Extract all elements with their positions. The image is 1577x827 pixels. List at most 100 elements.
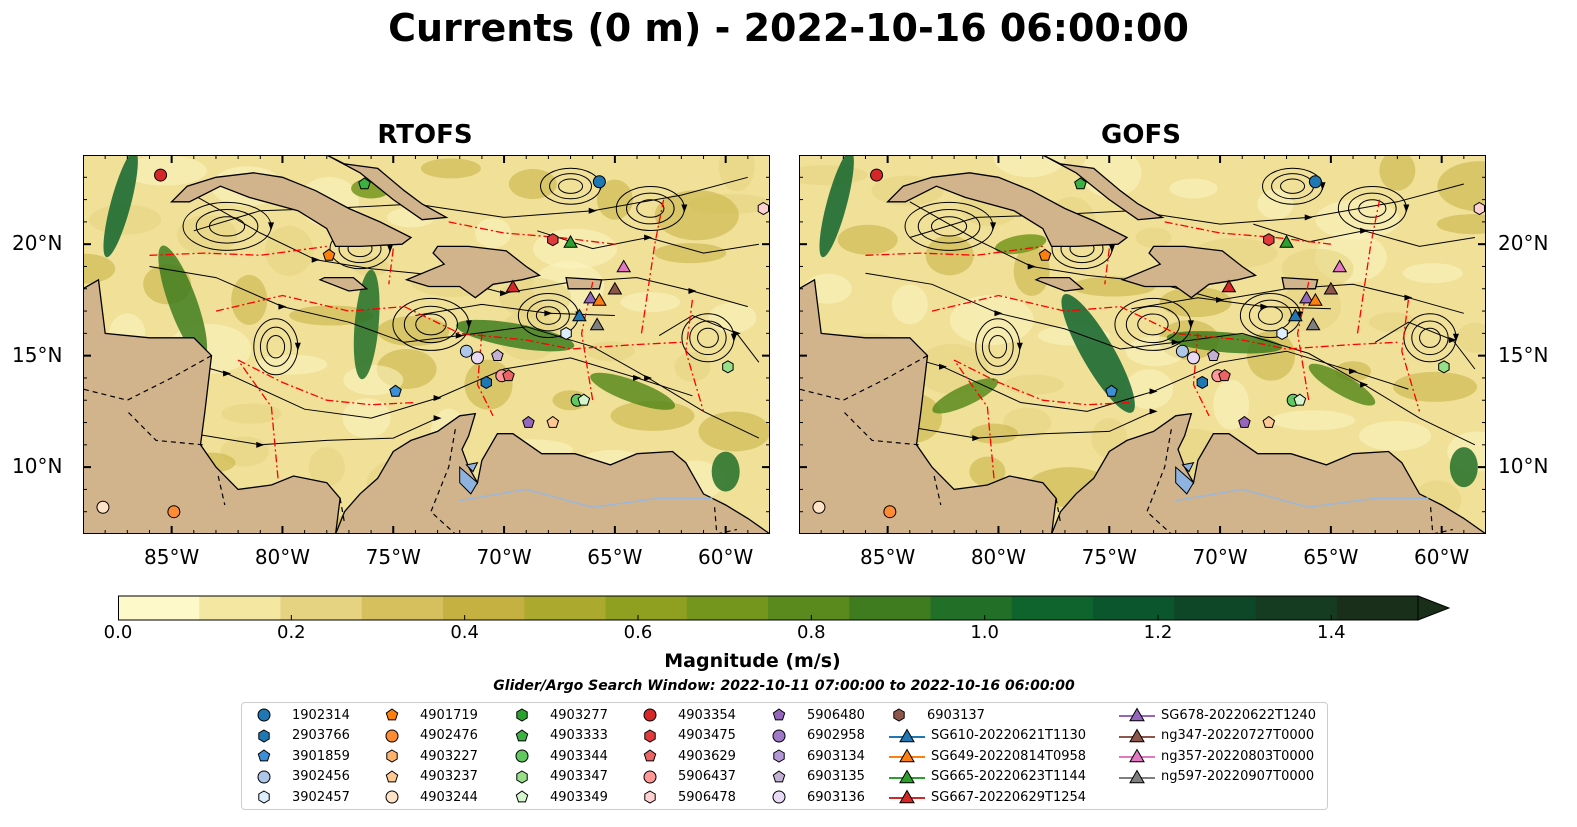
search-window-caption: Glider/Argo Search Window: 2022-10-11 07… bbox=[493, 678, 1075, 694]
legend-label: 4903237 bbox=[420, 769, 478, 784]
legend-marker-hexagon-icon bbox=[258, 728, 270, 743]
legend-label: 6903137 bbox=[927, 707, 985, 723]
legend-label: 4903349 bbox=[550, 789, 608, 805]
map-marker-3902457 bbox=[560, 326, 572, 340]
colorbar-tick-label: 0.4 bbox=[450, 622, 479, 643]
legend-marker-pentagon-icon bbox=[515, 790, 529, 803]
colorbar-segment bbox=[605, 596, 688, 620]
map-marker-3902456 bbox=[459, 344, 473, 358]
legend-marker-circle-icon bbox=[385, 790, 399, 804]
legend-item: 3901859 bbox=[254, 746, 350, 766]
lon-label: 65°W bbox=[587, 545, 643, 569]
map-marker-ng597-20220907T0000 bbox=[589, 317, 605, 331]
legend-item: 5906437 bbox=[640, 767, 736, 787]
legend-marker-circle-icon bbox=[643, 708, 657, 722]
legend-label: 4903354 bbox=[678, 707, 736, 723]
map-marker-4902476 bbox=[167, 505, 181, 519]
legend-item: 4903237 bbox=[382, 767, 478, 787]
legend-item: 3902457 bbox=[254, 787, 350, 807]
legend-marker-triangle-icon bbox=[1129, 768, 1145, 783]
colorbar-tick-label: 0.6 bbox=[623, 622, 653, 643]
legend-item: 4903475 bbox=[640, 726, 736, 746]
legend-label: 4903227 bbox=[420, 748, 478, 764]
legend-item: SG667-20220629T1254 bbox=[889, 787, 1086, 807]
map-marker-4903347 bbox=[722, 360, 734, 374]
colorbar-tick-label: 0.8 bbox=[797, 622, 826, 643]
legend-label: 5906437 bbox=[678, 769, 736, 784]
map-marker-4903333 bbox=[358, 177, 371, 190]
legend-marker-pentagon-icon bbox=[385, 708, 399, 721]
map-marker-SG665-20220623T1144 bbox=[563, 234, 578, 248]
legend: 1902314 2903766 3901859 3902456 3902457 49017… bbox=[241, 702, 1328, 810]
legend-marker-hexagon-icon bbox=[258, 790, 270, 804]
map-marker-ng347-20220727T0000 bbox=[1323, 281, 1339, 295]
legend-item: 2903766 bbox=[254, 726, 350, 746]
legend-item: SG610-20220621T1130 bbox=[889, 726, 1086, 746]
map-marker-ng357-20220803T0000 bbox=[1332, 259, 1348, 273]
map-marker-4903333 bbox=[1074, 177, 1087, 190]
legend-label: ng347-20220727T0000 bbox=[1161, 728, 1315, 743]
lon-label: 60°W bbox=[698, 545, 754, 569]
legend-marker-circle-icon bbox=[385, 729, 399, 742]
map-marker-SG665-20220623T1144 bbox=[1279, 234, 1294, 248]
colorbar-segment bbox=[443, 596, 525, 620]
colorbar bbox=[118, 595, 1450, 621]
legend-item: 6902958 bbox=[769, 726, 865, 746]
legend-label: 6902958 bbox=[807, 728, 865, 743]
lat-label-right: 20°N bbox=[1498, 231, 1549, 256]
legend-marker-hexagon-icon bbox=[644, 790, 656, 804]
legend-item: ng357-20220803T0000 bbox=[1119, 746, 1314, 766]
legend-label: SG665-20220623T1144 bbox=[931, 769, 1087, 784]
legend-label: SG667-20220629T1254 bbox=[931, 789, 1087, 805]
legend-item: 3902456 bbox=[254, 767, 350, 787]
legend-item: 4903344 bbox=[512, 746, 608, 766]
map-marker-1902314 bbox=[592, 175, 606, 189]
legend-item: 6903135 bbox=[769, 767, 865, 787]
legend-label: 4903244 bbox=[420, 789, 478, 805]
legend-label: 3901859 bbox=[292, 748, 350, 764]
lon-label: 70°W bbox=[476, 545, 532, 569]
map-marker-4903237 bbox=[1262, 415, 1276, 428]
legend-label: 4902476 bbox=[420, 728, 478, 743]
legend-label: SG678-20220622T1240 bbox=[1161, 707, 1317, 723]
colorbar-segment bbox=[849, 596, 931, 620]
lat-label-right: 10°N bbox=[1498, 454, 1549, 479]
legend-item: 4903629 bbox=[640, 746, 736, 766]
lon-label: 70°W bbox=[1192, 545, 1248, 569]
map-marker-SG649-20220814T0958 bbox=[1308, 292, 1323, 306]
legend-label: 4903475 bbox=[678, 728, 736, 743]
legend-marker-triangle-icon bbox=[899, 748, 915, 763]
map-marker-4903347 bbox=[1438, 360, 1450, 374]
map-marker-6903136 bbox=[470, 351, 484, 365]
map-marker-4901719 bbox=[1038, 248, 1052, 261]
legend-item: 5906478 bbox=[640, 787, 736, 807]
legend-label: 2903766 bbox=[292, 728, 350, 743]
map-marker-4903629 bbox=[1218, 369, 1231, 382]
colorbar-tick-label: 0.2 bbox=[277, 622, 306, 643]
legend-item: 4903347 bbox=[512, 767, 608, 787]
legend-item: ng347-20220727T0000 bbox=[1119, 726, 1314, 746]
colorbar-segment bbox=[686, 596, 769, 620]
map-marker-SG667-20220629T1254 bbox=[505, 279, 521, 293]
legend-item: 4901719 bbox=[382, 705, 478, 725]
map-marker-2903766 bbox=[480, 375, 492, 389]
colorbar-segment bbox=[1255, 596, 1338, 620]
legend-marker-triangle-icon bbox=[899, 727, 915, 742]
map-marker-4903244 bbox=[96, 500, 110, 514]
legend-item: 4902476 bbox=[382, 726, 478, 746]
legend-item: SG649-20220814T0958 bbox=[889, 746, 1086, 766]
legend-item: 6903137 bbox=[889, 705, 985, 725]
colorbar-label: Magnitude (m/s) bbox=[664, 650, 841, 672]
legend-label: 5906480 bbox=[807, 707, 865, 723]
legend-item: 4903333 bbox=[512, 726, 608, 746]
lon-label: 60°W bbox=[1414, 545, 1470, 569]
legend-marker-hexagon-icon bbox=[644, 728, 656, 743]
map-marker-6903135 bbox=[1207, 348, 1220, 361]
lon-label: 85°W bbox=[144, 545, 200, 569]
legend-label: 6903136 bbox=[807, 789, 865, 805]
legend-marker-triangle-icon bbox=[899, 789, 915, 804]
legend-marker-pentagon-icon bbox=[515, 728, 529, 741]
map-marker-SG678-20220622T1240 bbox=[1299, 290, 1314, 304]
legend-marker-triangle-icon bbox=[1129, 707, 1145, 722]
legend-marker-circle-icon bbox=[257, 770, 271, 783]
